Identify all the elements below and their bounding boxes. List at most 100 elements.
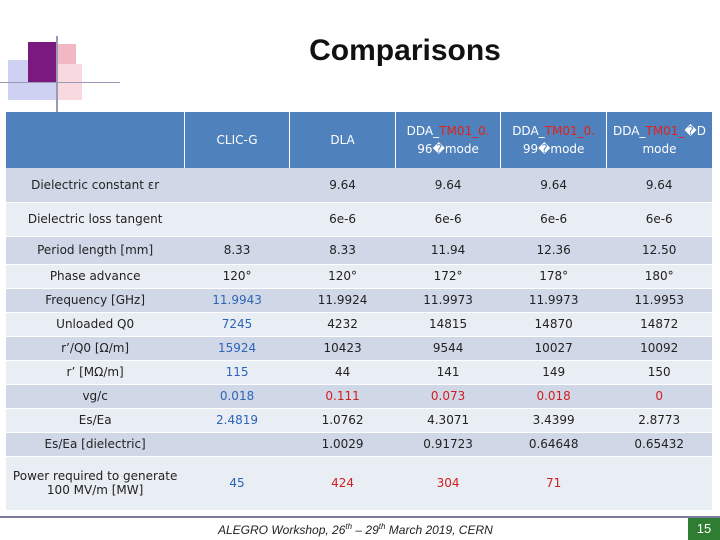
table-cell bbox=[184, 168, 290, 203]
header-line2: 99�mode bbox=[522, 142, 585, 156]
table-cell: 12.50 bbox=[606, 236, 712, 265]
header-prefix: DDA_ bbox=[512, 124, 545, 138]
table-cell: 10092 bbox=[606, 336, 712, 361]
table-cell: 8.33 bbox=[184, 236, 290, 265]
table-cell: 11.94 bbox=[395, 236, 501, 265]
row-label: Phase advance bbox=[6, 264, 185, 289]
header-dda-pi: DDA_TM01_�D mode bbox=[605, 112, 712, 168]
table-cell: 11.9943 bbox=[184, 288, 290, 313]
table-cell: 10027 bbox=[500, 336, 607, 361]
row-label: r’ [MΩ/m] bbox=[6, 360, 185, 385]
header-line2: 96�mode bbox=[417, 142, 479, 156]
table-cell: 150 bbox=[606, 360, 712, 385]
table-cell: 14872 bbox=[606, 312, 712, 337]
footer-divider bbox=[0, 516, 720, 518]
decor-square-purple bbox=[28, 42, 56, 82]
page-number: 15 bbox=[688, 518, 720, 540]
table-cell: 6e-6 bbox=[500, 202, 607, 237]
table-row: Es/Ea 2.4819 1.0762 4.3071 3.4399 2.8773 bbox=[6, 408, 712, 433]
table-cell: 9.64 bbox=[289, 168, 396, 203]
table-cell: 0.65432 bbox=[606, 432, 712, 457]
decor-vertical-line bbox=[56, 36, 58, 116]
footer-part: – 29 bbox=[352, 523, 379, 537]
table-cell: 2.8773 bbox=[606, 408, 712, 433]
header-prefix: DDA_ bbox=[612, 124, 646, 138]
table-cell: 0.64648 bbox=[500, 432, 607, 457]
table-cell: 0.018 bbox=[184, 384, 290, 409]
header-red-part: TM01_ bbox=[645, 124, 685, 138]
table-cell: 141 bbox=[395, 360, 501, 385]
table-cell: 120° bbox=[289, 264, 396, 289]
table-row: Dielectric loss tangent 6e-6 6e-6 6e-6 6e-6 bbox=[6, 202, 712, 237]
header-dda-096: DDA_TM01_0. 96�mode bbox=[394, 112, 501, 168]
table-cell: 1.0762 bbox=[289, 408, 396, 433]
table-cell: 8.33 bbox=[289, 236, 396, 265]
table-cell: 0.018 bbox=[500, 384, 607, 409]
table-cell: 7245 bbox=[184, 312, 290, 337]
row-label: Power required to generate 100 MV/m [MW] bbox=[6, 456, 185, 511]
table-cell: 149 bbox=[500, 360, 607, 385]
table-cell: 120° bbox=[184, 264, 290, 289]
header-tail: �D bbox=[684, 124, 706, 138]
footer-sup: th bbox=[345, 522, 353, 531]
table-cell: 14815 bbox=[395, 312, 501, 337]
table-cell: 424 bbox=[289, 456, 396, 511]
row-label: Es/Ea bbox=[6, 408, 185, 433]
slide-title: Comparisons bbox=[309, 34, 501, 67]
table-cell: 115 bbox=[184, 360, 290, 385]
table-row: Unloaded Q0 7245 4232 14815 14870 14872 bbox=[6, 312, 712, 337]
footer-part: ALEGRO Workshop, 26 bbox=[218, 523, 346, 537]
row-label: vg/c bbox=[6, 384, 185, 409]
table-cell: 44 bbox=[289, 360, 396, 385]
header-dla: DLA bbox=[289, 112, 396, 168]
table-cell: 15924 bbox=[184, 336, 290, 361]
table-cell: 0.91723 bbox=[395, 432, 501, 457]
table-row: r’ [MΩ/m] 115 44 141 149 150 bbox=[6, 360, 712, 385]
header-empty bbox=[6, 112, 185, 168]
table-cell: 180° bbox=[606, 264, 712, 289]
table-row: Period length [mm] 8.33 8.33 11.94 12.36 12.5… bbox=[6, 236, 712, 265]
header-clic-g: CLIC-G bbox=[183, 112, 290, 168]
table-cell: 0.111 bbox=[289, 384, 396, 409]
comparison-table: CLIC-G DLA DDA_TM01_0. 96�mode DDA_TM01_… bbox=[6, 112, 712, 511]
table-cell: 1.0029 bbox=[289, 432, 396, 457]
table-cell: 0.073 bbox=[395, 384, 501, 409]
footer-part: March 2019, CERN bbox=[385, 523, 493, 537]
table-cell: 6e-6 bbox=[395, 202, 501, 237]
table-cell: 11.9973 bbox=[500, 288, 607, 313]
table-cell: 12.36 bbox=[500, 236, 607, 265]
table-cell bbox=[606, 456, 712, 511]
table-cell: 3.4399 bbox=[500, 408, 607, 433]
table-row: Frequency [GHz] 11.9943 11.9924 11.9973 11.9… bbox=[6, 288, 712, 313]
header-red-part: TM01_0. bbox=[439, 124, 490, 138]
row-label: Unloaded Q0 bbox=[6, 312, 185, 337]
table-cell: 4.3071 bbox=[395, 408, 501, 433]
decor-horizontal-line bbox=[0, 82, 120, 83]
row-label: Period length [mm] bbox=[6, 236, 185, 265]
table-cell: 11.9953 bbox=[606, 288, 712, 313]
footer-sup: th bbox=[378, 522, 386, 531]
table-cell: 6e-6 bbox=[289, 202, 396, 237]
row-label: Dielectric loss tangent bbox=[6, 202, 185, 237]
table-cell: 11.9973 bbox=[395, 288, 501, 313]
header-dda-099: DDA_TM01_0. 99�mode bbox=[500, 112, 607, 168]
table-cell: 14870 bbox=[500, 312, 607, 337]
table-cell: 71 bbox=[500, 456, 607, 511]
table-row: r’/Q0 [Ω/m] 15924 10423 9544 10027 10092 bbox=[6, 336, 712, 361]
table-cell: 45 bbox=[184, 456, 290, 511]
table-cell bbox=[184, 202, 290, 237]
table-cell: 9.64 bbox=[500, 168, 607, 203]
table-cell: 172° bbox=[395, 264, 501, 289]
table-cell: 304 bbox=[395, 456, 501, 511]
table-row: Phase advance 120° 120° 172° 178° 180° bbox=[6, 264, 712, 289]
table-cell: 0 bbox=[606, 384, 712, 409]
table-row: vg/c 0.018 0.111 0.073 0.018 0 bbox=[6, 384, 712, 409]
footer-text: ALEGRO Workshop, 26th – 29th March 2019,… bbox=[218, 522, 493, 537]
table-row: Dielectric constant εr 9.64 9.64 9.64 9.64 bbox=[6, 168, 712, 203]
table-cell: 9.64 bbox=[395, 168, 501, 203]
table-cell: 2.4819 bbox=[184, 408, 290, 433]
table-cell: 9544 bbox=[395, 336, 501, 361]
table-row: Es/Ea [dielectric] 1.0029 0.91723 0.64648 0.… bbox=[6, 432, 712, 457]
table-cell bbox=[184, 432, 290, 457]
row-label: Dielectric constant εr bbox=[6, 168, 185, 203]
